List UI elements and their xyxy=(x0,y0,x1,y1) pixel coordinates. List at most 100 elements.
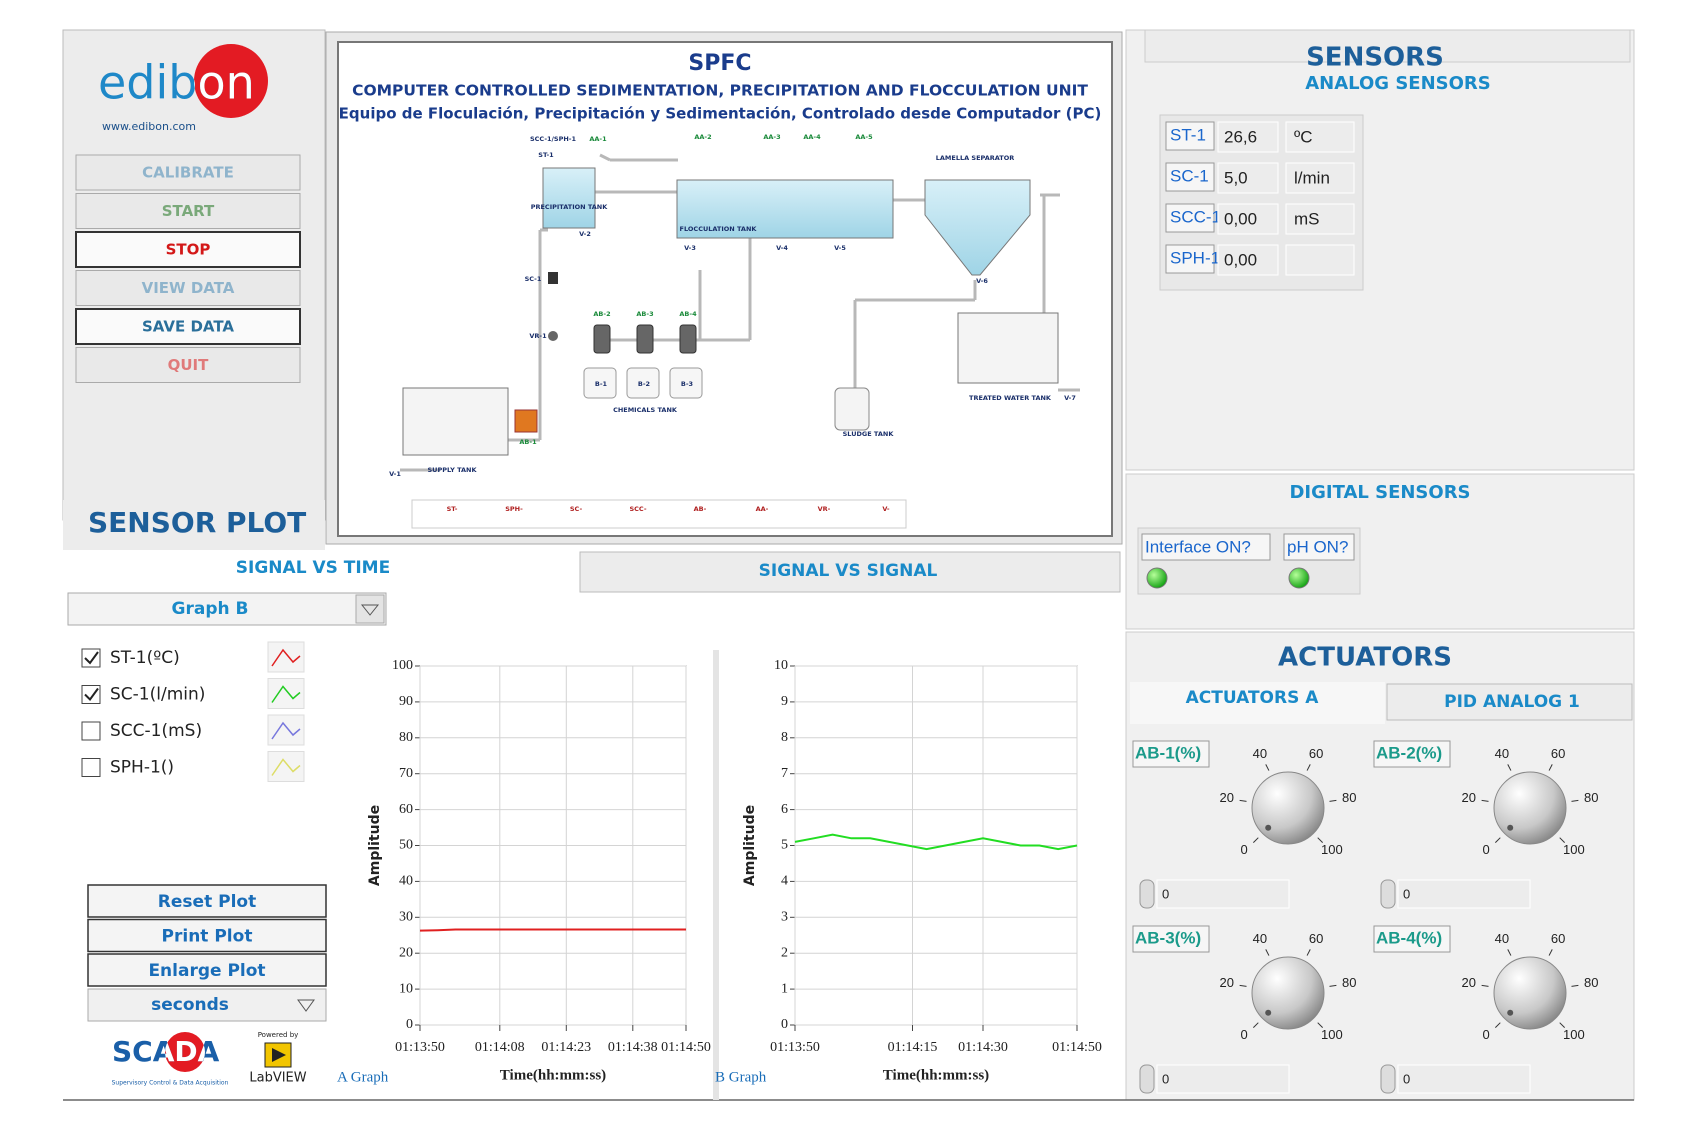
knob-label-box xyxy=(1132,925,1210,953)
knob-face[interactable] xyxy=(1251,956,1325,1030)
plot-button-face[interactable] xyxy=(87,953,327,987)
tab-label[interactable]: ACTUATORS A xyxy=(1186,688,1320,708)
diagram-legend-item: AB- xyxy=(694,505,707,513)
supply-tank xyxy=(402,387,509,456)
menu-button[interactable]: VIEW DATA xyxy=(75,270,301,306)
knob-label-box xyxy=(1132,740,1210,768)
plot-button-label[interactable]: Enlarge Plot xyxy=(148,961,265,981)
menu-button[interactable]: START xyxy=(75,193,301,229)
labview-logo: LabVIEW xyxy=(249,1071,306,1086)
knob-spinner[interactable] xyxy=(1380,879,1396,909)
diagram-legend-item: SCC- xyxy=(629,505,646,513)
plot-button[interactable]: Reset Plot xyxy=(87,884,327,918)
channel-swatch-line xyxy=(271,721,301,740)
tab-inactive[interactable] xyxy=(579,551,1121,593)
y-tick-label: 6 xyxy=(781,802,788,817)
knob-value[interactable]: 0 xyxy=(1403,1071,1410,1086)
act-tab-inactive[interactable] xyxy=(1386,683,1633,721)
knob-spinner[interactable] xyxy=(1139,879,1155,909)
y-tick-label: 40 xyxy=(399,874,413,889)
menu-button[interactable]: SAVE DATA xyxy=(75,308,301,345)
knob-scale-label: 20 xyxy=(1462,975,1476,990)
menu-button-label[interactable]: START xyxy=(162,202,215,220)
units-dropdown[interactable] xyxy=(87,988,327,1022)
graph-dropdown-label[interactable]: Graph B xyxy=(172,599,249,619)
diagram-label: V-2 xyxy=(579,230,591,238)
sensor-value: 0,00 xyxy=(1224,209,1257,228)
sensor-tag: ST-1 xyxy=(1170,125,1206,144)
plot-button[interactable]: Enlarge Plot xyxy=(87,953,327,987)
units-label[interactable]: seconds xyxy=(151,995,229,1015)
regulation-valve xyxy=(548,331,558,341)
menu-button-face[interactable] xyxy=(75,231,301,268)
menu-button-label[interactable]: VIEW DATA xyxy=(142,279,235,297)
tab-active[interactable] xyxy=(63,552,578,592)
menu-button-face[interactable] xyxy=(75,347,301,383)
knob-spinner[interactable] xyxy=(1139,1064,1155,1094)
knob-value-box[interactable] xyxy=(1397,1064,1531,1094)
channel-checkbox[interactable] xyxy=(81,685,101,704)
menu-button-face[interactable] xyxy=(75,154,301,191)
knob-face[interactable] xyxy=(1251,771,1325,845)
tab-label[interactable]: SIGNAL VS SIGNAL xyxy=(759,561,938,581)
act-tab-active[interactable] xyxy=(1130,682,1385,724)
channel-label: SPH-1() xyxy=(110,758,174,778)
knob[interactable] xyxy=(1493,956,1567,1030)
knob-value-box[interactable] xyxy=(1156,879,1290,909)
plot-button-face[interactable] xyxy=(87,918,327,953)
menu-button-face[interactable] xyxy=(75,270,301,306)
knob-value[interactable]: 0 xyxy=(1162,1071,1169,1086)
knob-tick xyxy=(1507,764,1512,771)
y-tick-label: 60 xyxy=(399,802,413,817)
knob[interactable] xyxy=(1251,956,1325,1030)
plot-button-label[interactable]: Print Plot xyxy=(162,927,253,947)
x-tick-label: 01:14:50 xyxy=(1052,1040,1102,1055)
menu-button-label[interactable]: QUIT xyxy=(168,356,210,374)
plot-button[interactable]: Print Plot xyxy=(87,918,327,953)
y-tick-label: 4 xyxy=(781,874,788,889)
knob-pointer[interactable] xyxy=(1265,824,1272,831)
knob[interactable] xyxy=(1493,771,1567,845)
knob-face[interactable] xyxy=(1493,771,1567,845)
menu-button-face[interactable] xyxy=(75,308,301,345)
graph-dropdown[interactable] xyxy=(67,592,387,626)
knob-value-box[interactable] xyxy=(1397,879,1531,909)
knob-value[interactable]: 0 xyxy=(1403,886,1410,901)
knob-face[interactable] xyxy=(1493,956,1567,1030)
knob-scale-label: 40 xyxy=(1253,746,1267,761)
diagram-label: AA-1 xyxy=(589,135,607,143)
knob[interactable] xyxy=(1251,771,1325,845)
channel-checkbox[interactable] xyxy=(81,648,101,668)
menu-button[interactable]: QUIT xyxy=(75,347,301,383)
diagram-label: VR-1 xyxy=(529,332,547,340)
menu-button[interactable]: CALIBRATE xyxy=(75,154,301,191)
menu-button-label[interactable]: CALIBRATE xyxy=(142,164,234,182)
knob-tick xyxy=(1306,764,1311,771)
channel-checkbox[interactable] xyxy=(81,758,101,777)
digital-tag-box xyxy=(1283,533,1355,561)
y-tick-label: 7 xyxy=(781,766,788,781)
knob-value[interactable]: 0 xyxy=(1162,886,1169,901)
knob-scale-label: 0 xyxy=(1241,1027,1248,1042)
sensor-tag-box xyxy=(1165,121,1215,151)
menu-button-label[interactable]: STOP xyxy=(166,241,211,259)
graph-dropdown-arrow-box[interactable] xyxy=(355,594,385,624)
knob-scale-label: 20 xyxy=(1462,790,1476,805)
plot-button-label[interactable]: Reset Plot xyxy=(158,892,256,912)
plot-button-face[interactable] xyxy=(87,884,327,918)
menu-button[interactable]: STOP xyxy=(75,231,301,268)
knob-tick xyxy=(1559,1022,1566,1029)
treated-water-tank xyxy=(957,312,1059,384)
knob-pointer[interactable] xyxy=(1265,1009,1272,1016)
knob-pointer[interactable] xyxy=(1507,1009,1514,1016)
knob-value-box[interactable] xyxy=(1156,1064,1290,1094)
knob-spinner[interactable] xyxy=(1380,1064,1396,1094)
menu-button-label[interactable]: SAVE DATA xyxy=(142,318,234,336)
knob-pointer[interactable] xyxy=(1507,824,1514,831)
tab-label[interactable]: SIGNAL VS TIME xyxy=(236,558,390,578)
tab-label[interactable]: PID ANALOG 1 xyxy=(1444,692,1580,712)
menu-button-face[interactable] xyxy=(75,193,301,229)
lamella-separator xyxy=(924,179,1031,276)
channel-checkbox[interactable] xyxy=(81,721,101,741)
knob-scale-label: 100 xyxy=(1321,1027,1343,1042)
